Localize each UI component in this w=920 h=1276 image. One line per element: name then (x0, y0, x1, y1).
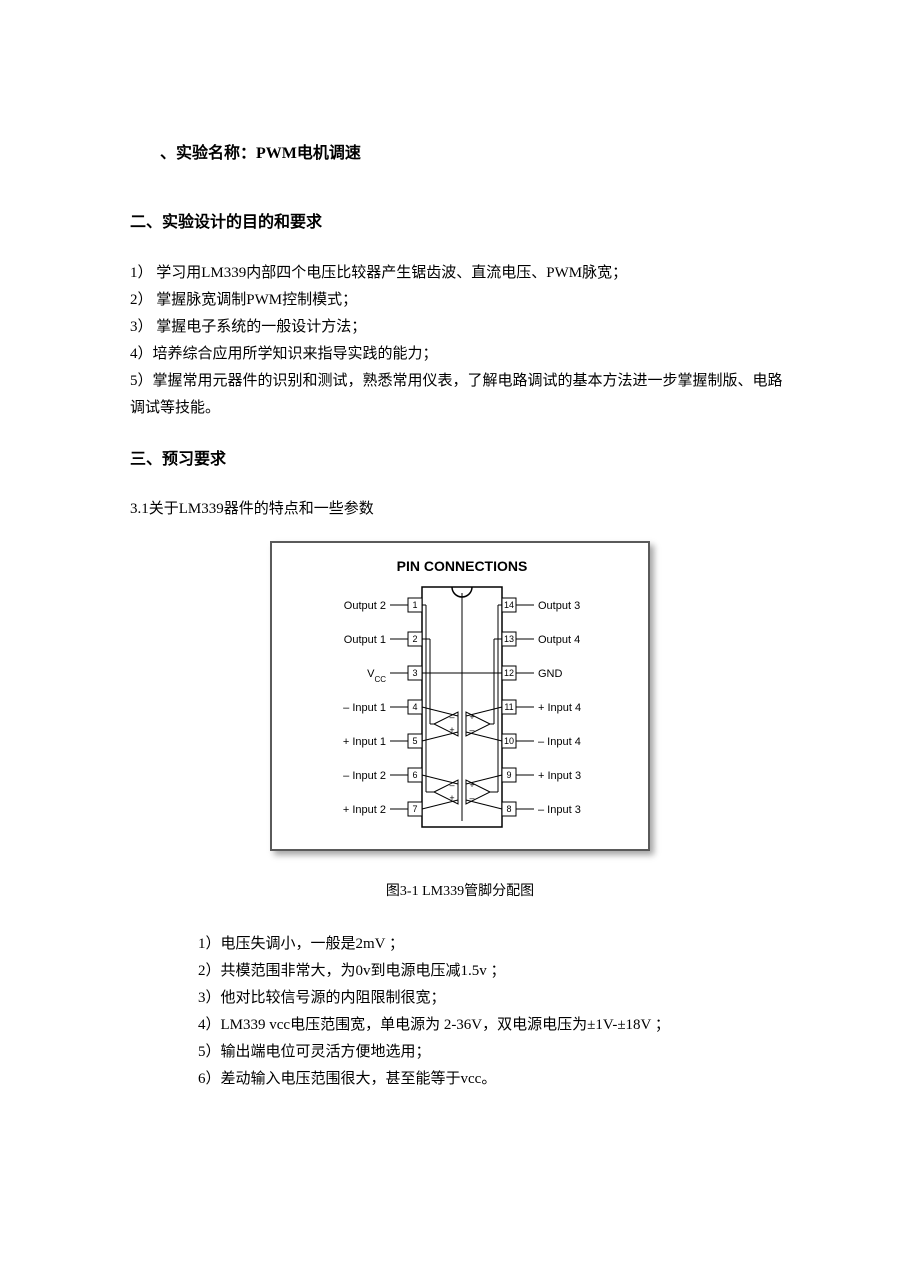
svg-text:6: 6 (412, 770, 417, 780)
svg-text:1: 1 (412, 600, 417, 610)
svg-text:– Input 4: – Input 4 (538, 736, 581, 748)
svg-text:– Input 3: – Input 3 (538, 804, 581, 816)
svg-text:11: 11 (504, 702, 513, 712)
svg-text:+: + (469, 712, 474, 722)
svg-text:10: 10 (504, 736, 514, 746)
svg-text:VCC: VCC (367, 668, 386, 684)
section3-point: 3）他对比较信号源的内阻限制很宽； (198, 985, 790, 1012)
section3-point: 2）共模范围非常大，为0v到电源电压减1.5v ； (198, 958, 790, 985)
section3-point: 4）LM339 vcc电压范围宽，单电源为 2-36V，双电源电压为±1V-±1… (198, 1012, 790, 1039)
experiment-title: PWM电机调速 (256, 145, 361, 162)
lm339-pin-diagram: PIN CONNECTIONS 1 Output 2 2 Output 1 3 VCC 4 – … (270, 541, 650, 851)
lm339-svg: PIN CONNECTIONS 1 Output 2 2 Output 1 3 VCC 4 – … (272, 543, 652, 853)
svg-text:+ Input 2: + Input 2 (343, 804, 386, 816)
svg-text:8: 8 (506, 804, 511, 814)
lm339-diagram-wrap: PIN CONNECTIONS 1 Output 2 2 Output 1 3 VCC 4 – … (130, 541, 790, 861)
svg-text:5: 5 (412, 736, 417, 746)
svg-text:Output 2: Output 2 (344, 600, 386, 612)
svg-text:3: 3 (412, 668, 417, 678)
svg-text:Output 1: Output 1 (344, 634, 386, 646)
svg-text:– Input 2: – Input 2 (343, 770, 386, 782)
section2-list: 1） 学习用LM339内部四个电压比较器产生锯齿波、直流电压、PWM脉宽； 2）… (130, 260, 790, 422)
svg-text:GND: GND (538, 668, 563, 680)
svg-text:9: 9 (506, 770, 511, 780)
section3-heading: 三、预习要求 (130, 446, 790, 475)
experiment-label: 、实验名称： (160, 145, 256, 162)
section2-item: 4）培养综合应用所学知识来指导实践的能力； (130, 341, 790, 368)
section3-point: 1）电压失调小，一般是2mV ； (198, 931, 790, 958)
svg-text:+ Input 4: + Input 4 (538, 702, 581, 714)
svg-text:+ Input 1: + Input 1 (343, 736, 386, 748)
section2-item: 5）掌握常用元器件的识别和测试，熟悉常用仪表，了解电路调试的基本方法进一步掌握制… (130, 368, 790, 422)
section3-points: 1）电压失调小，一般是2mV ； 2）共模范围非常大，为0v到电源电压减1.5v… (130, 931, 790, 1093)
svg-text:14: 14 (504, 600, 514, 610)
section3-point: 6）差动输入电压范围很大，甚至能等于vcc。 (198, 1066, 790, 1093)
svg-text:PIN CONNECTIONS: PIN CONNECTIONS (397, 558, 528, 574)
document-page: 、实验名称：PWM电机调速 二、实验设计的目的和要求 1） 学习用LM339内部… (0, 0, 920, 1193)
section2-item: 3） 掌握电子系统的一般设计方法； (130, 314, 790, 341)
section3-sub31: 3.1关于LM339器件的特点和一些参数 (130, 496, 790, 523)
experiment-title-line: 、实验名称：PWM电机调速 (160, 140, 790, 169)
svg-text:+: + (469, 780, 474, 790)
svg-text:+ Input 3: + Input 3 (538, 770, 581, 782)
svg-text:12: 12 (504, 668, 514, 678)
svg-text:– Input 1: – Input 1 (343, 702, 386, 714)
svg-text:7: 7 (412, 804, 417, 814)
diagram-caption: 图3-1 LM339管脚分配图 (130, 879, 790, 904)
svg-text:–: – (449, 712, 454, 722)
section3-point: 5）输出端电位可灵活方便地选用； (198, 1039, 790, 1066)
section2-heading: 二、实验设计的目的和要求 (130, 209, 790, 238)
section2-item: 2） 掌握脉宽调制PWM控制模式； (130, 287, 790, 314)
svg-text:13: 13 (504, 634, 514, 644)
svg-text:2: 2 (412, 634, 417, 644)
section2-item: 1） 学习用LM339内部四个电压比较器产生锯齿波、直流电压、PWM脉宽； (130, 260, 790, 287)
svg-text:Output 3: Output 3 (538, 600, 580, 612)
svg-text:–: – (449, 780, 454, 790)
svg-text:4: 4 (412, 702, 417, 712)
svg-text:Output 4: Output 4 (538, 634, 580, 646)
